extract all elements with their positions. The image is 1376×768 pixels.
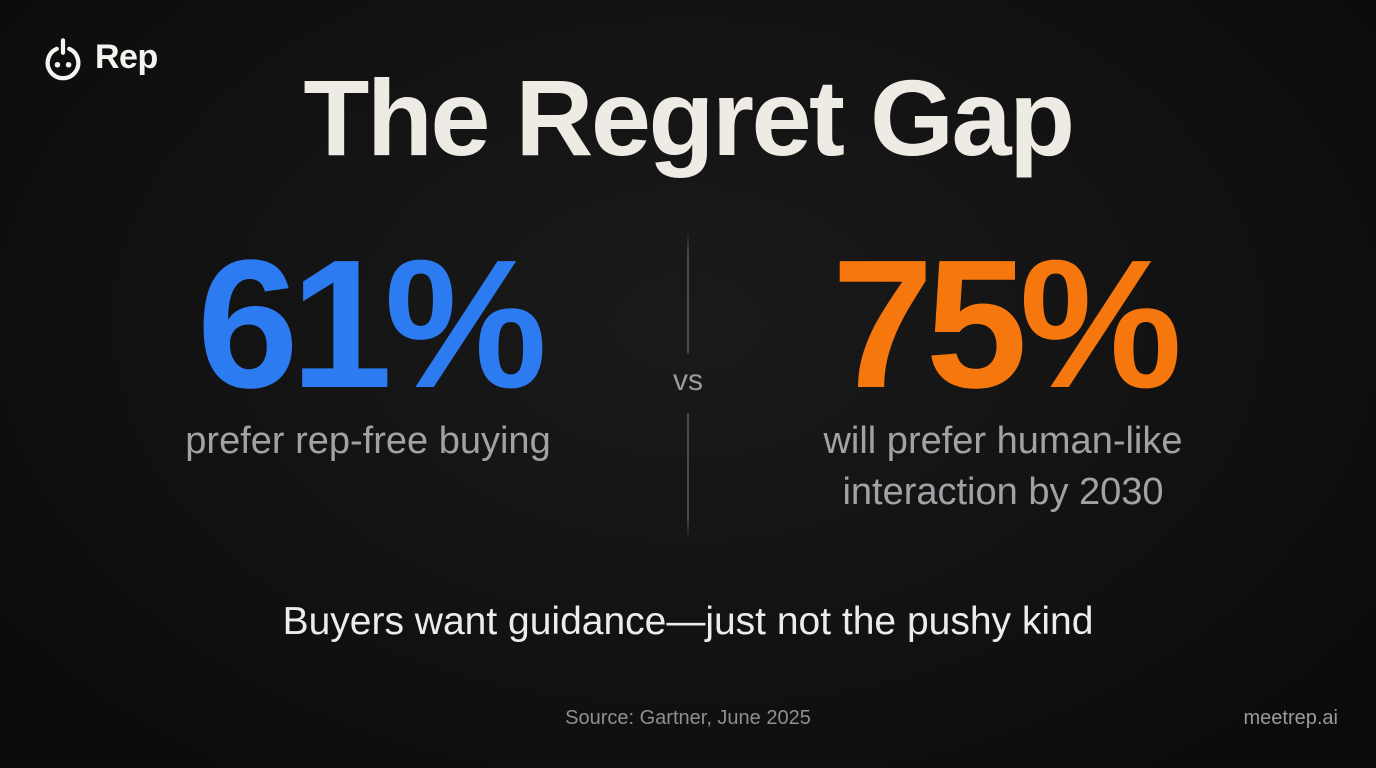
stat-right-value: 75% <box>831 221 1182 426</box>
page-title: The Regret Gap <box>303 57 1075 178</box>
source-note: Source: Gartner, June 2025 <box>565 707 811 729</box>
versus-label: vs <box>673 364 703 397</box>
divider-line-top <box>687 231 689 354</box>
stat-left-value: 61% <box>196 221 547 426</box>
stat-left-label: prefer rep-free buying <box>63 416 673 467</box>
power-face-icon <box>40 36 86 82</box>
brand-name: Rep <box>95 38 158 76</box>
stat-right-label: will prefer human-like interaction by 20… <box>698 416 1308 519</box>
divider-line-bottom <box>687 413 689 540</box>
brand-logo: Rep <box>40 36 158 82</box>
tagline: Buyers want guidance—just not the pushy … <box>282 600 1094 643</box>
stat-left-label-text: prefer rep-free buying <box>185 420 551 462</box>
website-label: meetrep.ai <box>1243 707 1339 729</box>
stat-right-label-text: will prefer human-like interaction by 20… <box>823 420 1183 514</box>
